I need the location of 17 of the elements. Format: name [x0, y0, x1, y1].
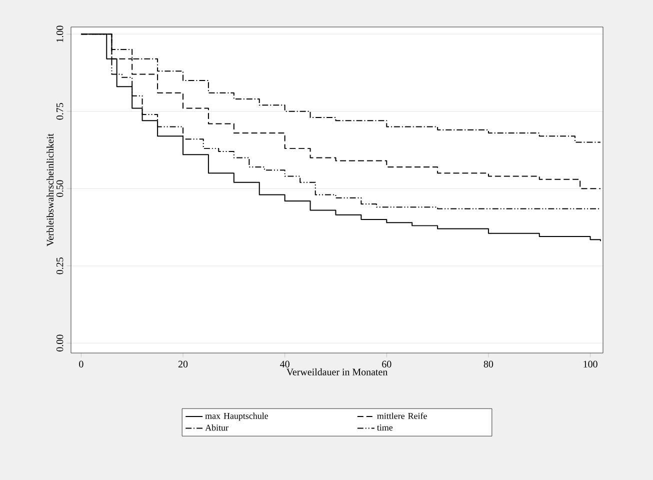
y-tick-label: 0.25	[56, 258, 64, 274]
x-tick-label: 100	[584, 360, 598, 368]
y-axis-title: Verbleibswahrscheinlichkeit	[46, 134, 54, 246]
legend-label: Abitur	[205, 424, 228, 431]
x-axis-title: Verweildauer in Monaten	[286, 368, 388, 376]
y-tick-label: 0.75	[56, 103, 64, 120]
y-tick-label: 1.00	[56, 26, 64, 42]
x-tick-label: 20	[178, 360, 188, 368]
legend-label: time	[377, 424, 393, 431]
x-tick-label: 80	[484, 360, 494, 368]
y-tick-label: 0.50	[56, 180, 64, 197]
y-tick-label: 0.00	[56, 334, 64, 352]
legend-label: max Hauptschule	[205, 412, 268, 421]
x-tick-label: 60	[382, 360, 392, 368]
legend-label: mittlere Reife	[377, 412, 427, 420]
x-tick-label: 40	[280, 360, 290, 368]
x-tick-label: 0	[79, 360, 84, 368]
